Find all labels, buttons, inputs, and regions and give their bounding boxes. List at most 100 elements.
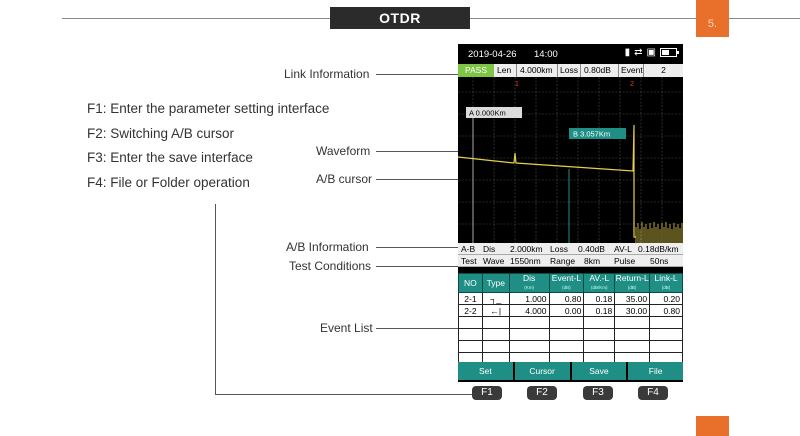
f4-button[interactable]: F4 — [638, 386, 668, 400]
callout-line-link — [376, 74, 458, 75]
softkey-save[interactable]: Save — [571, 362, 627, 380]
waveform-noise — [635, 222, 683, 243]
link-information-bar: PASS Len 4.000km Loss 0.80dB Event 2 — [458, 64, 683, 77]
callout-ab-information: A/B Information — [286, 240, 369, 254]
table-row-empty — [458, 328, 683, 341]
event-marker-2: 2 — [630, 81, 634, 88]
waveform-trace — [458, 124, 636, 238]
cursor-b-label: B 3.057Km — [573, 130, 610, 139]
ab-dis-label: Dis — [483, 244, 496, 254]
function-list: F1: Enter the parameter setting interfac… — [87, 99, 329, 197]
ab-loss-label: Loss — [550, 244, 568, 254]
col-header-avg-loss: AV.-L (dB/Km) — [583, 273, 616, 293]
ab-dis-value: 2.000km — [510, 244, 543, 254]
event-list-table: NO Type Dis (Km) Event-L (dB) AV.-L (dB/Km)… — [458, 273, 683, 365]
callout-line-event — [376, 328, 458, 329]
otdr-screen: 2019-04-26 14:00 ▮ ⇄ ▣ PASS Len 4.000km … — [458, 44, 683, 382]
cell-dis: 1.000 — [508, 292, 550, 305]
link-len-label: Len — [497, 65, 512, 75]
f1-button[interactable]: F1 — [472, 386, 502, 400]
f3-button[interactable]: F3 — [583, 386, 613, 400]
status-time: 14:00 — [534, 49, 558, 60]
plug-icon: ▮ — [624, 47, 631, 58]
table-row-empty — [458, 316, 683, 329]
cell-link-loss: 0.20 — [649, 292, 683, 305]
link-event-label: Event — [618, 64, 643, 77]
usb-icon: ⇄ — [634, 47, 643, 58]
event-marker-1: 1 — [515, 81, 519, 88]
table-row-empty — [458, 340, 683, 353]
status-date: 2019-04-26 — [468, 49, 517, 60]
ab-label: A-B — [461, 244, 476, 254]
callout-line-waveform — [376, 151, 458, 152]
page-number: 5. — [696, 0, 729, 37]
ab-information-row: A-B Dis 2.000km Loss 0.40dB AV-L 0.18dB/… — [458, 243, 683, 255]
test-range-label: Range — [550, 256, 576, 266]
cell-event-loss: 0.80 — [548, 292, 585, 305]
test-label: Test — [461, 256, 477, 266]
col-header-type: Type — [481, 273, 510, 293]
status-bar: 2019-04-26 14:00 ▮ ⇄ ▣ — [458, 44, 683, 64]
table-row[interactable]: 2-2 ←| 4.000 0.00 0.18 30.00 0.80 — [458, 304, 683, 317]
function-f1-description: F1: Enter the parameter setting interfac… — [87, 101, 330, 116]
cell-dis: 4.000 — [508, 304, 550, 317]
link-event-value: 2 — [643, 64, 683, 77]
table-row[interactable]: 2-1 ┐_ 1.000 0.80 0.18 35.00 0.20 — [458, 292, 683, 305]
softkey-cursor[interactable]: Cursor — [514, 362, 570, 380]
cell-type-icon: ┐_ — [481, 292, 510, 305]
ab-avl-label: AV-L — [614, 244, 632, 254]
event-table-header: NO Type Dis (Km) Event-L (dB) AV.-L (dB/Km)… — [458, 273, 683, 293]
test-wave-label: Wave — [483, 256, 505, 266]
callout-ab-cursor: A/B cursor — [316, 172, 373, 186]
callout-event-list: Event List — [320, 321, 373, 335]
cell-return-loss: 35.00 — [614, 292, 651, 305]
function-bracket-vertical — [215, 204, 216, 394]
col-header-no: NO — [458, 273, 483, 293]
pass-badge: PASS — [458, 64, 494, 77]
test-wave-value: 1550nm — [510, 256, 541, 266]
cell-avg-loss: 0.18 — [583, 304, 616, 317]
callout-link-information: Link Information — [284, 67, 370, 81]
link-len-value: 4.000km — [516, 64, 553, 77]
cursor-b[interactable]: B 3.057Km — [568, 128, 626, 243]
function-bracket-horizontal — [215, 394, 477, 395]
callout-line-ab-info — [376, 247, 458, 248]
link-loss-value: 0.80dB — [580, 64, 611, 77]
ab-info-panel: A-B Dis 2.000km Loss 0.40dB AV-L 0.18dB/… — [458, 243, 683, 267]
cell-type-icon: ←| — [481, 304, 510, 317]
function-f4-description: F4: File or Folder operation — [87, 174, 250, 190]
battery-icon — [660, 48, 679, 57]
test-pulse-value: 50ns — [650, 256, 669, 266]
cell-event-loss: 0.00 — [548, 304, 585, 317]
f2-button[interactable]: F2 — [527, 386, 557, 400]
col-header-dis: Dis (Km) — [508, 273, 550, 293]
softkey-file[interactable]: File — [628, 362, 683, 380]
callout-line-test — [376, 266, 458, 267]
waveform-grid — [458, 77, 683, 243]
status-icons: ▮ ⇄ ▣ — [624, 47, 679, 58]
col-header-event-loss: Event-L (dB) — [548, 273, 585, 293]
test-pulse-label: Pulse — [614, 256, 636, 266]
cell-no: 2-2 — [458, 304, 483, 317]
callout-line-cursor — [376, 179, 458, 180]
test-conditions-row: Test Wave 1550nm Range 8km Pulse 50ns — [458, 255, 683, 267]
function-f2-description: F2: Switching A/B cursor — [87, 125, 235, 141]
cell-no: 2-1 — [458, 292, 483, 305]
cursor-a[interactable]: A 0.000Km — [466, 107, 522, 243]
link-loss-label: Loss — [557, 64, 578, 77]
col-header-return-loss: Return-L (dB) — [614, 273, 651, 293]
cell-avg-loss: 0.18 — [583, 292, 616, 305]
sd-card-icon: ▣ — [646, 47, 656, 58]
callout-test-conditions: Test Conditions — [289, 259, 372, 273]
slide-title: OTDR — [330, 7, 470, 29]
test-range-value: 8km — [584, 256, 601, 266]
ab-avl-value: 0.18dB/km — [638, 244, 679, 254]
softkey-set[interactable]: Set — [458, 362, 513, 380]
cursor-a-label: A 0.000Km — [469, 109, 506, 118]
softkey-bar: Set Cursor Save File — [458, 362, 683, 380]
corner-decoration — [696, 416, 729, 436]
waveform-plot[interactable]: 1 2 A 0.000Km B 3.057Km — [458, 77, 683, 243]
cell-link-loss: 0.80 — [649, 304, 683, 317]
ab-loss-value: 0.40dB — [578, 244, 605, 254]
cell-return-loss: 30.00 — [614, 304, 651, 317]
